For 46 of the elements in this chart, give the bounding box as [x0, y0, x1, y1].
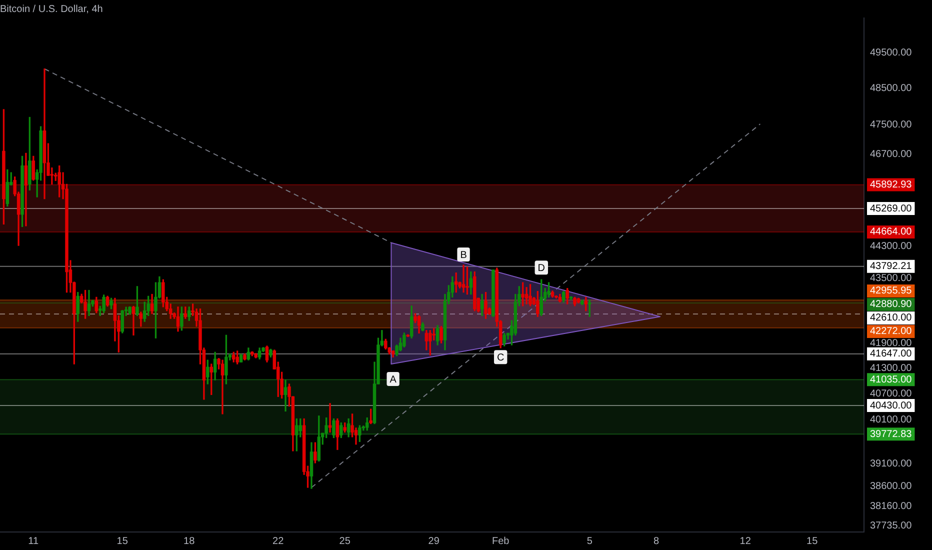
ref-line-label: 41035.00 [870, 374, 912, 386]
y-tick-label: 48500.00 [870, 83, 912, 94]
x-tick-label: 8 [654, 536, 660, 547]
y-tick-label: 40100.00 [870, 414, 912, 426]
annotation: D [538, 262, 546, 274]
x-tick-label: 25 [339, 536, 351, 547]
x-tick-label: 15 [116, 536, 128, 547]
annotation: B [460, 250, 468, 261]
x-tick-label: 15 [806, 536, 818, 547]
annotation: A [390, 374, 397, 386]
ref-line-label: 45892.93 [870, 179, 912, 190]
y-tick-label: 37735.00 [870, 520, 912, 532]
ref-line-label: 41647.00 [870, 348, 912, 360]
ref-line-label: 44664.00 [870, 226, 912, 238]
y-tick-label: 41900.00 [870, 338, 912, 350]
ref-line-label: 43792.21 [870, 261, 912, 272]
annotation: C [496, 352, 504, 364]
ref-line-label: 42610.00 [870, 312, 912, 324]
x-tick-label: 12 [740, 536, 752, 547]
candlestick [42, 68, 46, 200]
ref-line-label: 42272.00 [870, 326, 912, 338]
ref-line-label: 40430.00 [870, 400, 912, 412]
x-tick-label: 22 [272, 536, 284, 547]
x-tick-label: 5 [586, 536, 593, 547]
x-tick-label: Feb [492, 536, 510, 547]
y-tick-label: 39100.00 [870, 458, 912, 470]
ref-line-label: 42955.95 [870, 286, 912, 297]
x-tick-label: 11 [28, 536, 39, 547]
x-tick-label: 29 [428, 536, 440, 547]
ref-line-label: 45269.00 [870, 203, 912, 214]
y-tick-label: 41300.00 [870, 363, 912, 374]
ref-line-label: 39772.83 [870, 428, 912, 440]
y-tick-label: 44300.00 [870, 241, 912, 252]
y-tick-label: 49500.00 [870, 48, 912, 59]
ref-line-label: 42880.90 [870, 299, 912, 310]
y-tick-label: 43500.00 [870, 272, 912, 284]
candlestick [328, 403, 332, 433]
y-tick-label: 47500.00 [870, 119, 912, 130]
candlestick [284, 380, 288, 412]
x-tick-label: 18 [184, 536, 196, 547]
y-tick-label: 46700.00 [870, 149, 912, 160]
candlestick [220, 360, 224, 414]
chart-title: Bitcoin / U.S. Dollar, 4h [0, 4, 103, 15]
y-tick-label: 40700.00 [870, 388, 912, 400]
y-tick-label: 38600.00 [870, 481, 912, 492]
y-tick-label: 38160.00 [870, 500, 912, 512]
